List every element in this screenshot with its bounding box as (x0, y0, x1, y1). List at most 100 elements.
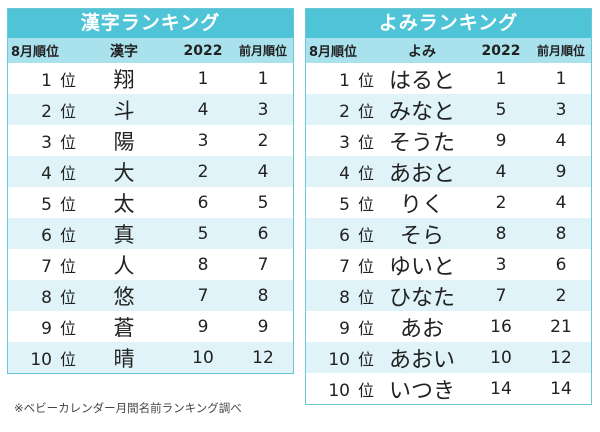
header-prev: 前月順位 (536, 44, 585, 58)
rank-number: 3 (41, 132, 52, 153)
table-row: 1 位はると 1 1 (306, 63, 591, 94)
rank-2022-cell: 3 (495, 254, 507, 275)
rank-number: 5 (339, 194, 350, 215)
name-cell: 翔 (113, 67, 135, 92)
prev-rank-cell: 12 (252, 347, 274, 368)
rank-2022-cell: 4 (197, 99, 209, 120)
prev-rank-cell: 2 (555, 285, 567, 306)
rank-suffix: 位 (59, 318, 76, 338)
rank-2022-cell: 7 (495, 285, 507, 306)
name-cell: あおい (388, 347, 455, 373)
name-cell: 晴 (113, 346, 135, 371)
rank-number: 7 (339, 256, 350, 277)
rank-number: 1 (339, 70, 350, 91)
header-name: よみ (408, 43, 436, 60)
name-cell: あおと (388, 161, 455, 187)
rank-suffix: 位 (59, 163, 76, 183)
rank-cell: 10 位 (306, 346, 374, 370)
header-2022: 2022 (183, 42, 223, 59)
rank-number: 6 (339, 225, 350, 246)
prev-rank-cell: 12 (550, 347, 572, 368)
rank-suffix: 位 (357, 163, 374, 183)
name-cell: 陽 (113, 129, 135, 154)
rank-suffix: 位 (59, 287, 76, 307)
prev-rank-cell: 1 (555, 68, 567, 89)
rank-2022-cell: 2 (197, 161, 209, 182)
name-cell: そら (399, 223, 444, 249)
name-cell: 大 (113, 160, 135, 185)
prev-rank-cell: 4 (257, 161, 269, 182)
rank-suffix: 位 (357, 318, 374, 338)
rank-2022-cell: 1 (495, 68, 507, 89)
yomi-ranking-table: よみランキング 8月順位 よみ 2022 前月順位 1 位はると 1 1 2 位みなと 5 3… (305, 8, 592, 405)
table-row: 8 位ひなた 7 2 (306, 280, 591, 311)
prev-rank-cell: 8 (555, 223, 567, 244)
header-rank: 8月順位 (309, 45, 358, 60)
rank-suffix: 位 (357, 132, 374, 152)
prev-rank-cell: 2 (257, 130, 269, 151)
rank-number: 8 (41, 287, 52, 308)
prev-rank-cell: 9 (257, 316, 269, 337)
table-row: 9 位 あお 16 21 (306, 311, 591, 342)
name-cell: 悠 (113, 284, 135, 309)
rank-number: 1 (41, 70, 52, 91)
prev-rank-cell: 3 (555, 99, 567, 120)
rank-2022-cell: 10 (192, 347, 214, 368)
rank-2022-cell: 3 (197, 130, 209, 151)
name-cell: そうた (388, 130, 455, 156)
table-header: 8月順位 よみ 2022 前月順位 (306, 38, 591, 63)
table-row: 10 位あおい 10 12 (306, 342, 591, 373)
name-cell: はると (388, 68, 455, 94)
rank-suffix: 位 (357, 256, 374, 276)
prev-rank-cell: 8 (257, 285, 269, 306)
rank-2022-cell: 8 (197, 254, 209, 275)
rank-number: 2 (339, 101, 350, 122)
rank-2022-cell: 9 (495, 130, 507, 151)
header-rank: 8月順位 (11, 45, 60, 60)
rank-suffix: 位 (357, 287, 374, 307)
table-row: 10 位いつき 14 14 (306, 373, 591, 404)
prev-rank-cell: 6 (257, 223, 269, 244)
name-cell: 真 (113, 222, 135, 247)
rank-number: 9 (339, 318, 350, 339)
header-prev: 前月順位 (238, 44, 287, 58)
rank-suffix: 位 (357, 225, 374, 245)
rank-suffix: 位 (59, 349, 76, 369)
rank-number: 4 (339, 163, 350, 184)
rank-suffix: 位 (59, 101, 76, 121)
name-cell: あお (399, 316, 444, 342)
rank-number: 5 (41, 194, 52, 215)
rank-number: 9 (41, 318, 52, 339)
rank-2022-cell: 4 (495, 161, 507, 182)
rank-2022-cell: 16 (490, 316, 512, 337)
prev-rank-cell: 7 (257, 254, 269, 275)
rank-2022-cell: 8 (495, 223, 507, 244)
rank-number: 3 (339, 132, 350, 153)
prev-rank-cell: 4 (555, 130, 567, 151)
prev-rank-cell: 9 (555, 161, 567, 182)
prev-rank-cell: 4 (555, 192, 567, 213)
table-row: 7 位ゆいと 3 6 (306, 249, 591, 280)
rank-cell: 10 位 (306, 377, 374, 401)
rank-2022-cell: 10 (490, 347, 512, 368)
rank-2022-cell: 7 (197, 285, 209, 306)
